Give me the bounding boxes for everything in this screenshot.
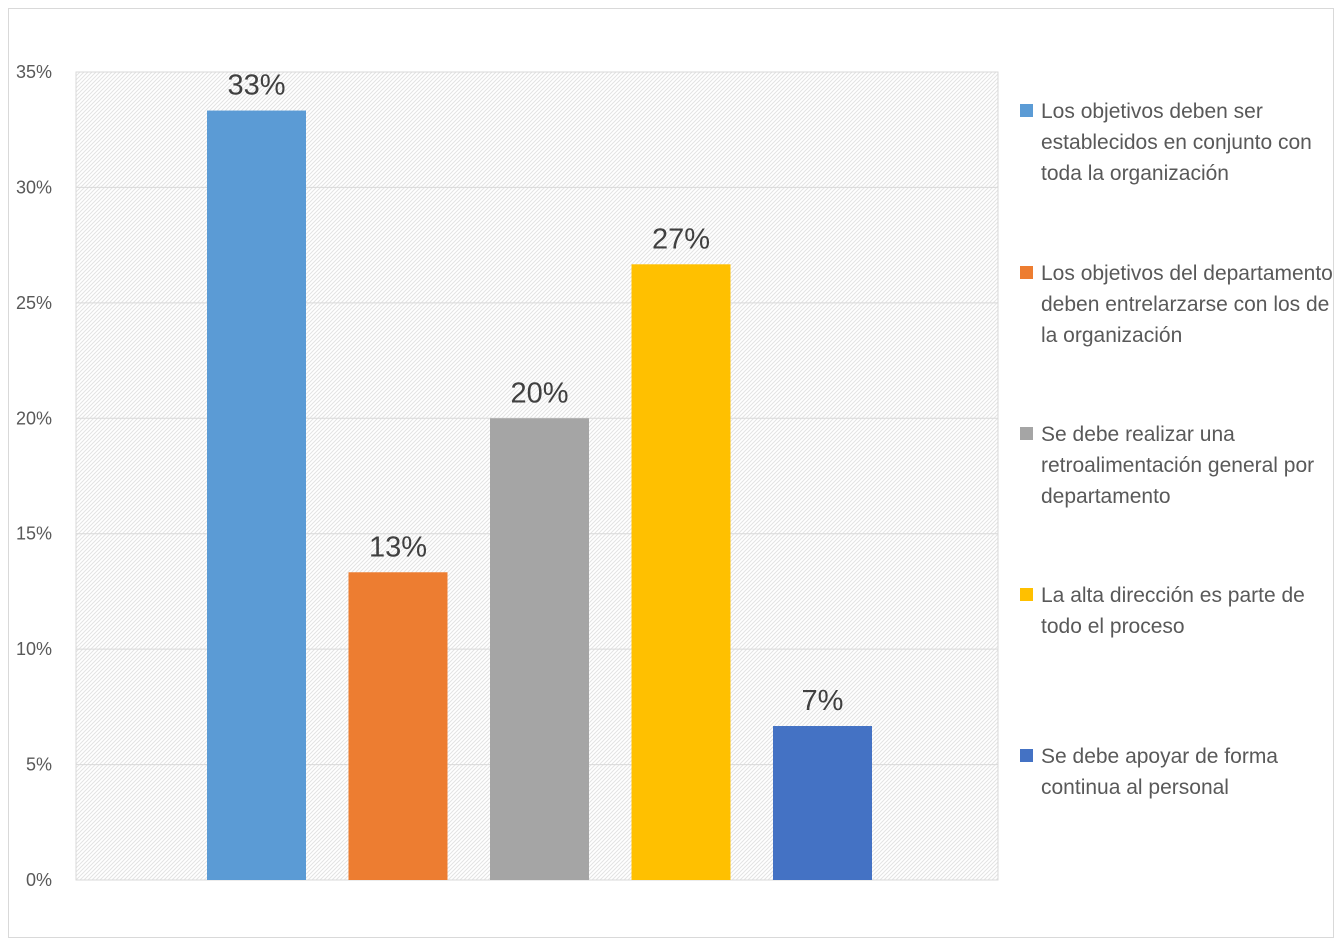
legend-swatch — [1020, 266, 1033, 279]
legend-label: Se debe apoyar de forma continua al pers… — [1041, 745, 1278, 799]
legend-item: La alta dirección es parte de todo el pr… — [1020, 580, 1338, 642]
data-label: 33% — [227, 70, 285, 102]
data-label: 7% — [802, 685, 844, 717]
data-label: 27% — [652, 223, 710, 255]
data-label: 13% — [369, 531, 427, 563]
legend-swatch — [1020, 427, 1033, 440]
legend-item: Los objetivos deben ser establecidos en … — [1020, 96, 1338, 189]
bar — [348, 572, 448, 880]
y-tick-label: 20% — [16, 408, 52, 428]
data-labels: 33% 13% 20% 27% 7% — [227, 70, 843, 717]
data-label: 20% — [510, 377, 568, 409]
bars — [207, 110, 872, 881]
bar — [631, 264, 731, 881]
y-axis: 0% 5% 10% 15% 20% 25% 30% 35% — [16, 62, 52, 890]
y-tick-label: 25% — [16, 293, 52, 313]
legend-item: Se debe apoyar de forma continua al pers… — [1020, 741, 1338, 803]
y-tick-label: 10% — [16, 639, 52, 659]
legend-swatch — [1020, 104, 1033, 117]
legend-label: Se debe realizar una retroalimentación g… — [1041, 423, 1315, 508]
bar — [773, 726, 872, 880]
y-tick-label: 5% — [26, 755, 52, 775]
legend-label: La alta dirección es parte de todo el pr… — [1041, 584, 1305, 638]
y-tick-label: 15% — [16, 524, 52, 544]
legend-item: Los objetivos del departamento deben ent… — [1020, 258, 1338, 351]
bar — [207, 110, 306, 880]
legend-label: Los objetivos deben ser establecidos en … — [1041, 100, 1312, 185]
y-tick-label: 35% — [16, 62, 52, 82]
bar — [490, 418, 589, 880]
y-tick-label: 30% — [16, 177, 52, 197]
legend-swatch — [1020, 588, 1033, 601]
legend-swatch — [1020, 749, 1033, 762]
legend-label: Los objetivos del departamento deben ent… — [1041, 262, 1333, 347]
legend-item: Se debe realizar una retroalimentación g… — [1020, 419, 1338, 512]
y-tick-label: 0% — [26, 870, 52, 890]
